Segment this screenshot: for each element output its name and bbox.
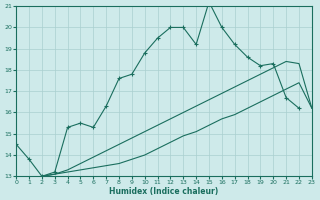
X-axis label: Humidex (Indice chaleur): Humidex (Indice chaleur): [109, 187, 219, 196]
